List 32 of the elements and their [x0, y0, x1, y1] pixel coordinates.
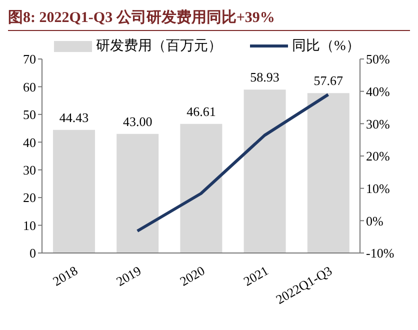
bar [53, 130, 95, 253]
y2-tick-label: -10% [366, 246, 394, 261]
data-label: 58.93 [250, 70, 280, 85]
y2-tick-label: 0% [366, 213, 384, 228]
y-tick-label: 50 [23, 107, 36, 122]
data-label: 44.43 [59, 110, 89, 125]
chart-title: 图8: 2022Q1-Q3 公司研发费用同比+39% [8, 8, 410, 31]
x-tick-label: 2019 [114, 262, 144, 289]
bar [307, 93, 350, 253]
bar [116, 134, 159, 253]
y2-tick-label: 30% [366, 116, 390, 132]
data-label: 43.00 [122, 114, 152, 129]
y2-tick-label: 20% [366, 148, 390, 164]
bar [180, 124, 222, 253]
y-tick-label: 0 [30, 246, 36, 261]
y-tick-label: 30 [23, 162, 36, 178]
legend-label: 研发费用（百万元） [96, 38, 222, 55]
legend-label: 同比（%） [292, 38, 360, 55]
y-tick-label: 60 [23, 79, 36, 94]
y-tick-label: 10 [23, 218, 36, 233]
x-tick-label: 2021 [240, 262, 271, 289]
y2-tick-label: 10% [366, 180, 390, 196]
bar [244, 90, 286, 253]
y2-tick-label: 50% [366, 52, 390, 67]
y2-tick-label: 40% [366, 84, 390, 99]
y-tick-label: 40 [23, 134, 36, 150]
y-tick-label: 20 [23, 190, 36, 206]
x-tick-label: 2020 [177, 262, 208, 289]
y-tick-label: 70 [23, 52, 36, 67]
data-label: 57.67 [314, 73, 344, 88]
x-tick-label: 2018 [50, 262, 80, 289]
data-label: 46.61 [186, 104, 216, 119]
